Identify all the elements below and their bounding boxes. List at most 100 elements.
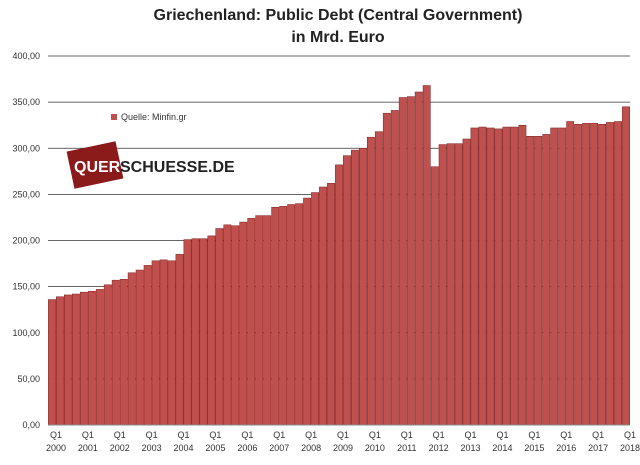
bar xyxy=(199,238,208,426)
bar xyxy=(542,134,551,426)
bar xyxy=(111,279,120,426)
x-tick-year: 2012 xyxy=(429,443,449,453)
bar xyxy=(486,127,495,426)
x-tick-quarter: Q1 xyxy=(146,430,158,440)
bar xyxy=(287,204,296,426)
bar xyxy=(87,290,96,426)
x-tick-year: 2013 xyxy=(461,443,481,453)
bar xyxy=(494,128,503,426)
x-tick-quarter: Q1 xyxy=(209,430,221,440)
x-tick-quarter: Q1 xyxy=(241,430,253,440)
bar xyxy=(159,259,168,426)
bar xyxy=(510,126,519,426)
bar xyxy=(438,144,447,426)
bar xyxy=(374,131,383,426)
logo-badge xyxy=(66,141,124,189)
bar xyxy=(470,127,479,426)
legend: Quelle: Minfin.gr xyxy=(111,112,187,122)
watermark-logo: QUER SCHUESSE.DE xyxy=(66,141,235,189)
bar xyxy=(446,143,455,426)
legend-label: Quelle: Minfin.gr xyxy=(121,112,187,122)
x-tick-year: 2003 xyxy=(142,443,162,453)
x-tick-quarter: Q1 xyxy=(401,430,413,440)
x-tick-quarter: Q1 xyxy=(305,430,317,440)
bar xyxy=(271,207,280,426)
bar xyxy=(414,91,423,426)
x-tick-quarter: Q1 xyxy=(114,430,126,440)
x-tick-quarter: Q1 xyxy=(592,430,604,440)
bar xyxy=(103,284,112,426)
x-tick-quarter: Q1 xyxy=(178,430,190,440)
legend-swatch xyxy=(111,114,117,120)
x-tick-quarter: Q1 xyxy=(465,430,477,440)
bar xyxy=(478,126,487,426)
bar xyxy=(319,186,327,426)
bar xyxy=(462,138,471,426)
x-tick-year: 2005 xyxy=(205,443,225,453)
bar xyxy=(327,183,335,426)
x-tick-year: 2004 xyxy=(174,443,194,453)
bar xyxy=(263,215,272,426)
bar xyxy=(64,294,72,426)
x-tick-year: 2015 xyxy=(524,443,544,453)
bar xyxy=(454,143,463,426)
bar xyxy=(175,254,184,426)
y-tick-label: 350,00 xyxy=(12,97,40,107)
y-tick-label: 200,00 xyxy=(12,236,40,246)
bar xyxy=(526,136,535,426)
bar xyxy=(231,225,240,426)
y-axis-ticks: 0,00 50,00 100,00 150,00 200,00 250,00 300,00 3… xyxy=(12,51,40,430)
bar xyxy=(366,136,375,426)
x-tick-year: 2008 xyxy=(301,443,321,453)
bar xyxy=(422,85,431,426)
x-tick-year: 2006 xyxy=(237,443,257,453)
y-tick-label: 250,00 xyxy=(12,189,40,199)
y-tick-label: 0,00 xyxy=(22,420,40,430)
bar-series xyxy=(48,85,630,426)
logo-text: SCHUESSE.DE xyxy=(120,159,235,176)
bar xyxy=(143,265,152,426)
bar xyxy=(590,123,599,426)
bar xyxy=(534,136,543,426)
bar xyxy=(351,149,359,426)
bar xyxy=(566,121,575,426)
bar xyxy=(518,124,527,426)
x-tick-quarter: Q1 xyxy=(496,430,508,440)
bar xyxy=(398,97,407,426)
x-tick-quarter: Q1 xyxy=(337,430,349,440)
bar xyxy=(574,124,583,426)
x-tick-year: 2001 xyxy=(78,443,98,453)
bar xyxy=(191,238,200,426)
bar xyxy=(382,112,391,426)
x-tick-quarter: Q1 xyxy=(82,430,94,440)
x-tick-quarter: Q1 xyxy=(433,430,445,440)
bar xyxy=(582,123,591,426)
x-tick-quarter: Q1 xyxy=(624,430,636,440)
bar xyxy=(390,110,399,426)
bar xyxy=(79,291,88,426)
logo-badge-text: QUER xyxy=(74,159,121,176)
x-tick-year: 2000 xyxy=(46,443,66,453)
x-tick-year: 2010 xyxy=(365,443,385,453)
bar xyxy=(335,164,343,426)
bar xyxy=(247,218,256,426)
bar xyxy=(223,224,232,426)
bar xyxy=(183,239,192,426)
bar xyxy=(598,124,607,426)
bar xyxy=(406,96,415,426)
bar xyxy=(311,192,319,426)
x-tick-quarter: Q1 xyxy=(528,430,540,440)
bar xyxy=(71,293,80,426)
bar xyxy=(95,289,104,426)
x-tick-year: 2002 xyxy=(110,443,130,453)
x-tick-quarter: Q1 xyxy=(560,430,572,440)
x-axis-ticks: Q1 2000 Q1 2001 Q1 2002 Q1 2003 Q1 2004 Q1 2005 Q1 20… xyxy=(46,430,640,453)
bar xyxy=(550,127,559,426)
bar xyxy=(606,122,614,426)
x-tick-quarter: Q1 xyxy=(273,430,285,440)
bar xyxy=(614,121,622,426)
x-tick-year: 2017 xyxy=(588,443,608,453)
bar xyxy=(295,203,304,426)
x-tick-year: 2014 xyxy=(492,443,512,453)
bar xyxy=(119,279,128,426)
